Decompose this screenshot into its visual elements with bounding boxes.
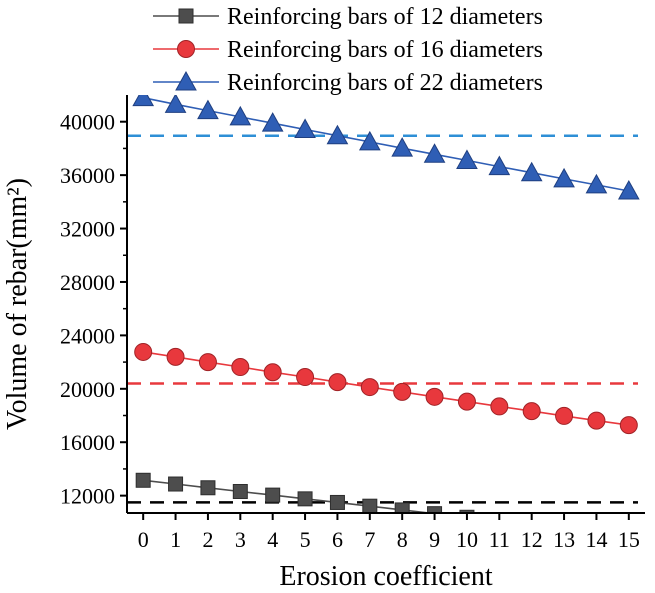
legend-label-2: Reinforcing bars of 16 diameters — [227, 37, 543, 63]
x-tick-label: 11 — [489, 527, 510, 552]
legend-label-1: Reinforcing bars of 12 diameters — [227, 4, 543, 30]
data-point — [617, 179, 640, 200]
legend-marker-2 — [177, 40, 195, 58]
x-tick-label: 5 — [300, 527, 311, 552]
data-point — [231, 358, 250, 377]
data-point — [200, 480, 216, 496]
series-line-3 — [143, 96, 629, 192]
data-point — [297, 491, 313, 507]
x-axis-title: Erosion coefficient — [279, 561, 493, 592]
data-point — [587, 411, 606, 430]
y-tick-label: 32000 — [60, 217, 115, 242]
y-tick-label: 12000 — [60, 484, 115, 509]
data-point — [490, 397, 509, 416]
data-point — [328, 373, 347, 392]
data-point — [329, 494, 345, 510]
y-tick-label: 16000 — [60, 430, 115, 455]
legend-marker-3 — [175, 70, 197, 91]
data-point — [391, 137, 414, 157]
data-point — [555, 406, 574, 425]
data-point — [166, 347, 185, 366]
data-point — [164, 95, 187, 113]
y-tick-label: 20000 — [60, 377, 115, 402]
y-axis-title: Volume of rebar(mm²) — [2, 178, 33, 430]
series-line-1 — [143, 479, 436, 513]
legend-marker-1 — [178, 8, 194, 24]
data-point — [394, 502, 410, 513]
data-point — [326, 124, 349, 145]
y-tick-label: 28000 — [60, 270, 115, 295]
data-point — [294, 118, 316, 138]
x-tick-label: 4 — [267, 527, 278, 552]
x-tick-label: 3 — [235, 527, 246, 552]
data-point — [265, 487, 281, 503]
data-point — [132, 95, 155, 107]
data-point — [360, 378, 379, 397]
x-tick-label: 9 — [429, 527, 440, 552]
data-point — [358, 130, 381, 151]
series-line-2 — [143, 351, 629, 426]
data-point — [488, 155, 511, 176]
data-point — [198, 353, 217, 372]
y-tick-label: 40000 — [60, 110, 115, 135]
data-point — [585, 173, 608, 194]
legend: Reinforcing bars of 12 diameters Reinforc… — [153, 4, 543, 96]
x-tick-label: 10 — [456, 527, 478, 552]
y-tick-label: 24000 — [60, 323, 115, 348]
data-point — [134, 342, 153, 361]
data-point — [520, 161, 543, 182]
data-point — [459, 509, 475, 513]
x-tick-label: 2 — [202, 527, 213, 552]
data-point — [135, 472, 151, 488]
y-tick-label: 36000 — [60, 163, 115, 188]
data-point — [553, 167, 575, 188]
data-point — [425, 387, 444, 406]
legend-label-3: Reinforcing bars of 22 diameters — [227, 70, 543, 96]
x-tick-label: 14 — [585, 527, 607, 552]
data-point — [456, 149, 478, 169]
data-point — [232, 483, 248, 499]
data-point — [261, 112, 284, 132]
x-tick-label: 0 — [138, 527, 149, 552]
data-point — [296, 368, 315, 387]
data-point — [168, 476, 184, 492]
data-point — [263, 363, 282, 382]
data-point — [427, 506, 443, 513]
x-tick-label: 6 — [332, 527, 343, 552]
x-tick-label: 12 — [521, 527, 543, 552]
data-point — [522, 402, 541, 421]
data-point — [362, 498, 378, 513]
data-point — [423, 143, 446, 163]
x-tick-label: 1 — [170, 527, 181, 552]
data-point — [457, 392, 476, 411]
x-tick-label: 13 — [553, 527, 575, 552]
x-tick-label: 15 — [618, 527, 640, 552]
data-point — [393, 382, 412, 401]
x-tick-label: 7 — [364, 527, 375, 552]
data-point — [229, 105, 252, 126]
x-tick-label: 8 — [397, 527, 408, 552]
data-point — [197, 99, 219, 120]
data-point — [619, 416, 638, 435]
